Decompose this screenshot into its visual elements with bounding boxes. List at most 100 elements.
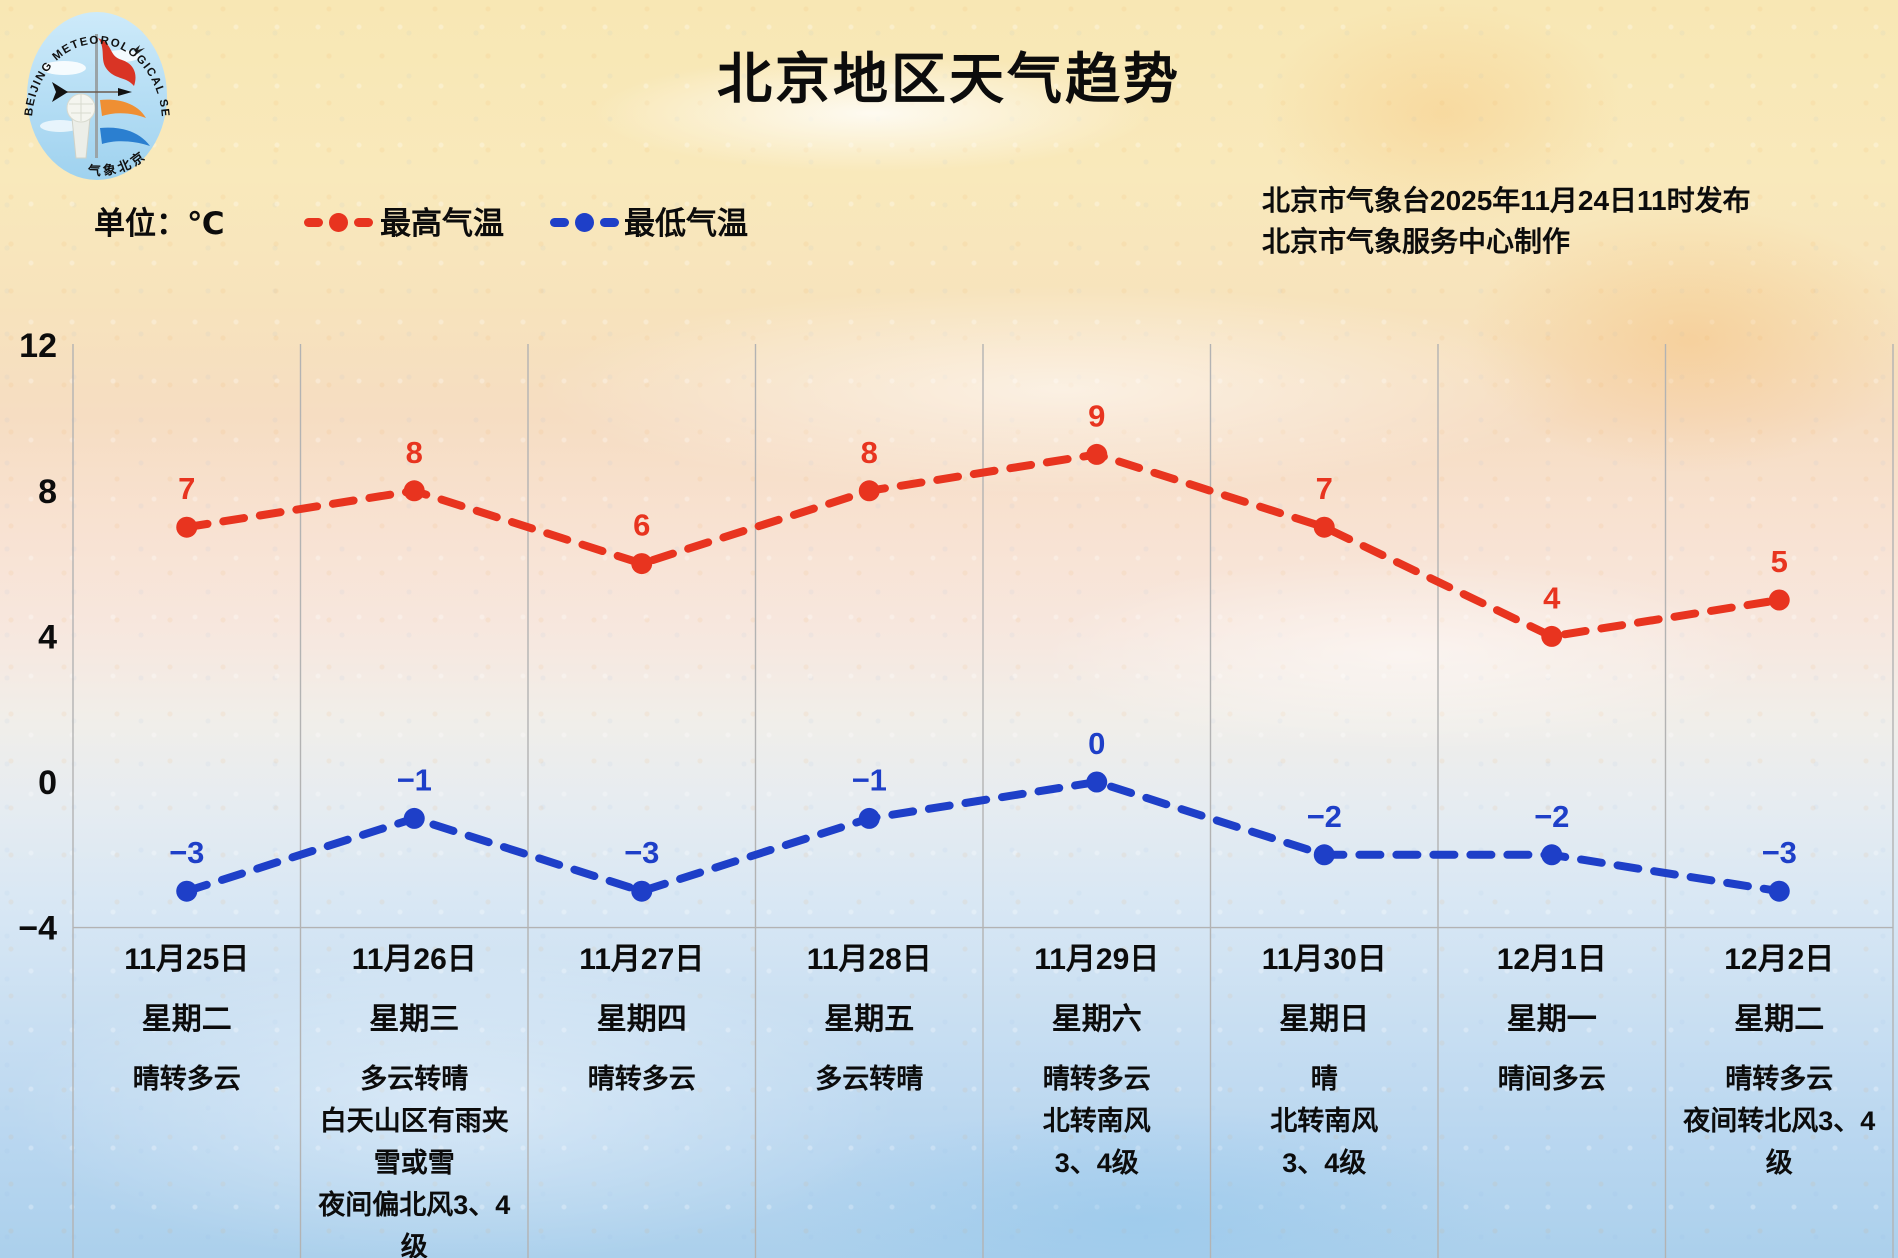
- legend-marker-max-temp: [304, 213, 373, 232]
- day-column: 11月26日 星期三 多云转晴 白天山区有雨夹雪或雪 夜间偏北风3、4级: [301, 938, 529, 1258]
- y-tick-label: 0: [38, 764, 57, 802]
- y-tick-label: 4: [38, 618, 57, 656]
- data-point-label: −3: [169, 835, 204, 870]
- data-point: [1086, 443, 1108, 465]
- blue-dash-icon: [600, 218, 619, 227]
- weekday-label: 星期六: [1051, 1003, 1142, 1036]
- data-point-label: 6: [633, 508, 650, 543]
- weekday-label: 星期一: [1506, 1003, 1597, 1036]
- data-point: [1768, 589, 1790, 611]
- day-column: 12月2日 星期二 晴转多云 夜间转北风3、4级: [1666, 938, 1894, 1258]
- weather-label: 晴转多云: [587, 1064, 696, 1094]
- logo-red-ribbon: [98, 38, 136, 86]
- data-point-label: 8: [861, 435, 878, 470]
- day-column: 11月27日 星期四 晴转多云: [528, 938, 756, 1258]
- y-tick-label: 8: [38, 473, 57, 511]
- date-label: 11月27日: [579, 943, 705, 976]
- data-point-label: 7: [1316, 471, 1333, 506]
- data-point: [1313, 516, 1335, 538]
- issue-info: 北京市气象台2025年11月24日11时发布 北京市气象服务中心制作: [1262, 180, 1751, 262]
- day-column: 12月1日 星期一 晴间多云: [1438, 938, 1666, 1258]
- data-point-label: −2: [1307, 799, 1342, 834]
- date-label: 12月1日: [1496, 943, 1607, 976]
- y-tick-label: 12: [19, 327, 57, 365]
- data-point-label: 7: [178, 471, 195, 506]
- data-point-label: −2: [1534, 799, 1569, 834]
- weekday-label: 星期日: [1279, 1003, 1370, 1036]
- date-label: 12月2日: [1724, 943, 1835, 976]
- blue-dash-icon: [550, 218, 569, 227]
- y-tick-label: −4: [18, 910, 57, 948]
- data-point-label: 9: [1088, 398, 1105, 433]
- date-label: 11月29日: [1034, 943, 1160, 976]
- data-point: [403, 807, 425, 829]
- day-column: 11月25日 星期二 晴转多云: [73, 938, 301, 1258]
- weekday-label: 星期五: [824, 1003, 915, 1036]
- series-最高气温: 7 8 6 8 9 7 4 5: [176, 398, 1790, 647]
- weather-label: 晴 北转南风 3、4级: [1270, 1064, 1379, 1178]
- weather-label: 晴转多云 北转南风 3、4级: [1042, 1064, 1151, 1178]
- legend-marker-min-temp: [550, 213, 619, 232]
- data-point: [631, 553, 653, 575]
- day-columns: 11月25日 星期二 晴转多云 11月26日 星期三 多云转晴 白天山区有雨夹雪…: [73, 938, 1893, 1258]
- logo-blue-swoosh: [100, 127, 150, 146]
- data-point: [1313, 844, 1335, 866]
- weekday-label: 星期二: [141, 1003, 232, 1036]
- red-dash-icon: [354, 218, 373, 227]
- data-point: [403, 480, 425, 502]
- data-point: [858, 807, 880, 829]
- data-point-label: −3: [1762, 835, 1797, 870]
- data-point-label: 0: [1088, 726, 1105, 761]
- series-最低气温: −3 −1 −3 −1 0 −2 −2 −3: [169, 726, 1797, 902]
- chart-grid: [72, 344, 1894, 1258]
- data-point: [1541, 844, 1563, 866]
- weekday-label: 星期二: [1734, 1003, 1825, 1036]
- unit-label: 单位：℃: [94, 206, 225, 241]
- beijing-meteorological-service-logo: BEIJING METEOROLOGICAL SERVICE 气象北京: [22, 8, 170, 180]
- weather-label: 晴间多云: [1497, 1064, 1606, 1094]
- producer-line: 北京市气象服务中心制作: [1262, 226, 1571, 257]
- red-dot-icon: [329, 213, 348, 232]
- data-point: [1768, 880, 1790, 902]
- data-point-label: 8: [406, 435, 423, 470]
- day-column: 11月28日 星期五 多云转晴: [756, 938, 984, 1258]
- logo-bird-icon: [134, 45, 145, 54]
- data-point: [858, 480, 880, 502]
- date-label: 11月26日: [351, 943, 477, 976]
- weather-label: 多云转晴: [815, 1064, 924, 1094]
- legend-label-max-temp: 最高气温: [380, 206, 504, 241]
- weekday-label: 星期三: [369, 1003, 460, 1036]
- data-point: [176, 516, 198, 538]
- data-point: [176, 880, 198, 902]
- data-point: [1541, 625, 1563, 647]
- weekday-label: 星期四: [596, 1003, 687, 1036]
- issue-line: 北京市气象台2025年11月24日11时发布: [1262, 185, 1751, 216]
- logo-orange-swoosh: [100, 99, 146, 118]
- legend-label-min-temp: 最低气温: [624, 206, 748, 241]
- weather-label: 晴转多云: [132, 1064, 241, 1094]
- data-point-label: −3: [624, 835, 659, 870]
- red-dash-icon: [304, 218, 323, 227]
- data-point-label: −1: [397, 762, 432, 797]
- series-line: [182, 450, 1784, 641]
- data-point-label: 4: [1543, 580, 1561, 615]
- weather-vane-icon: [52, 34, 132, 158]
- weather-label: 晴转多云 夜间转北风3、4级: [1683, 1064, 1876, 1178]
- day-column: 11月30日 星期日 晴 北转南风 3、4级: [1211, 938, 1439, 1258]
- blue-dot-icon: [575, 213, 594, 232]
- weather-label: 多云转晴 白天山区有雨夹雪或雪 夜间偏北风3、4级: [318, 1064, 511, 1258]
- data-point-label: −1: [852, 762, 887, 797]
- day-column: 11月29日 星期六 晴转多云 北转南风 3、4级: [983, 938, 1211, 1258]
- date-label: 11月25日: [124, 943, 250, 976]
- page-title: 北京地区天气趋势: [716, 48, 1181, 110]
- data-point: [631, 880, 653, 902]
- data-point-label: 5: [1771, 544, 1788, 579]
- radar-tower-icon: [66, 93, 96, 159]
- date-label: 11月28日: [806, 943, 932, 976]
- series-line: [182, 777, 1784, 896]
- date-label: 11月30日: [1261, 943, 1387, 976]
- y-axis-ticks: 12 8 4 0 −4: [18, 327, 57, 947]
